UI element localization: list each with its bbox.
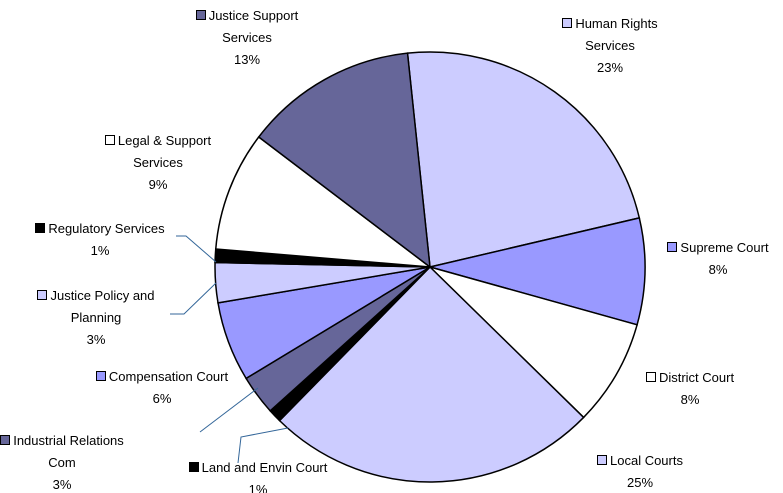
value-label: 1% bbox=[248, 482, 268, 493]
category-label: Justice Support Services bbox=[208, 8, 299, 45]
leader-line bbox=[199, 387, 259, 433]
pie-slice bbox=[429, 217, 646, 326]
leader-line bbox=[170, 282, 217, 315]
slice-label: Industrial Relations Com 3% bbox=[0, 430, 127, 493]
leader-line bbox=[237, 427, 289, 464]
slice-label: Human Rights Services 23% bbox=[555, 13, 665, 79]
value-label: 23% bbox=[596, 60, 624, 75]
legend-swatch bbox=[37, 290, 48, 300]
slice-label: Justice Policy and Planning 3% bbox=[21, 285, 171, 351]
category-label: District Court bbox=[658, 370, 735, 385]
value-label: 3% bbox=[52, 477, 72, 492]
legend-swatch bbox=[645, 372, 656, 382]
legend-swatch bbox=[195, 10, 206, 20]
pie-slice bbox=[214, 135, 433, 268]
category-label: Land and Envin Court bbox=[201, 460, 328, 475]
leader-lines bbox=[170, 235, 289, 464]
slice-label: Local Courts 25% bbox=[580, 450, 700, 493]
category-label: Industrial Relations Com bbox=[13, 433, 124, 470]
category-label: Legal & Support Services bbox=[117, 133, 212, 170]
value-label: 9% bbox=[148, 177, 168, 192]
legend-swatch bbox=[104, 135, 115, 145]
category-label: Human Rights Services bbox=[575, 16, 658, 53]
category-label: Supreme Court bbox=[680, 240, 769, 255]
value-label: 3% bbox=[86, 332, 106, 347]
slice-label: Regulatory Services 1% bbox=[20, 218, 180, 262]
value-label: 8% bbox=[680, 392, 700, 407]
slice-label: Compensation Court 6% bbox=[82, 366, 242, 410]
legend-swatch bbox=[562, 18, 573, 28]
value-label: 6% bbox=[152, 391, 172, 406]
category-label: Compensation Court bbox=[108, 369, 229, 384]
category-label: Local Courts bbox=[610, 453, 683, 468]
pie-slice bbox=[406, 51, 641, 268]
legend-swatch bbox=[35, 223, 46, 233]
slice-label: Legal & Support Services 9% bbox=[98, 130, 218, 196]
pie-slice bbox=[278, 265, 585, 483]
legend-swatch bbox=[95, 371, 106, 381]
legend-swatch bbox=[667, 242, 678, 252]
value-label: 1% bbox=[90, 243, 110, 258]
legend-swatch bbox=[188, 462, 199, 472]
category-label: Justice Policy and Planning bbox=[50, 288, 155, 325]
value-label: 25% bbox=[626, 475, 654, 490]
value-label: 13% bbox=[233, 52, 261, 67]
legend-swatch bbox=[0, 435, 11, 445]
slice-label: Land and Envin Court 1% bbox=[183, 457, 333, 493]
leader-line bbox=[176, 235, 217, 263]
pie-slice bbox=[429, 266, 639, 419]
slice-label: Supreme Court 8% bbox=[653, 237, 783, 281]
category-label: Regulatory Services bbox=[48, 221, 165, 236]
pie-slice bbox=[257, 52, 431, 269]
slice-label: Justice Support Services 13% bbox=[192, 5, 302, 71]
legend-swatch bbox=[597, 455, 607, 465]
slice-label: District Court 8% bbox=[630, 367, 750, 411]
value-label: 8% bbox=[708, 262, 728, 277]
